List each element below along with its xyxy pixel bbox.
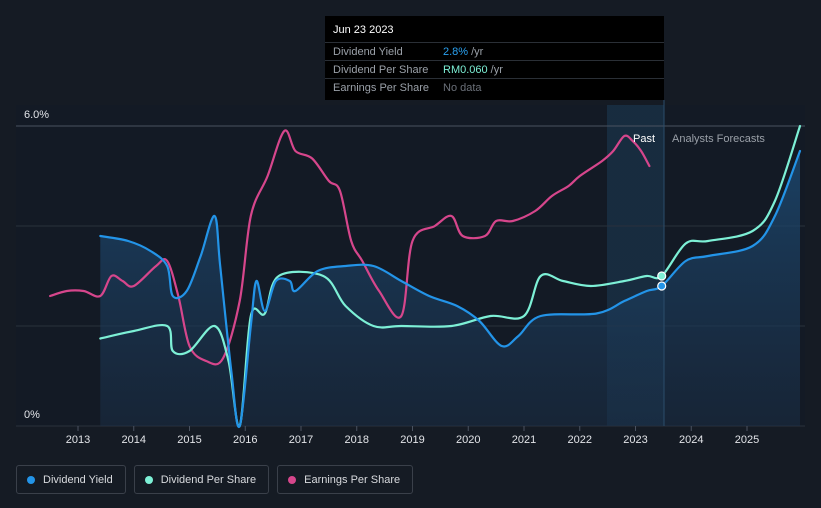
tooltip-label: Earnings Per Share	[333, 82, 429, 94]
tooltip-value-unit: /yr	[490, 64, 503, 76]
tooltip-value: 2.8%/yr	[443, 46, 483, 58]
dividend-per-share-marker	[657, 271, 667, 281]
x-axis: 2013 2014 2015 2016 2017 2018 2019 2020 2021 2022…	[66, 426, 759, 446]
past-label: Past	[633, 133, 655, 145]
x-tick-label: 2013	[66, 434, 90, 446]
tooltip-value-number: RM0.060	[443, 64, 488, 76]
dividend-yield-area	[100, 151, 801, 428]
x-tick-label: 2022	[568, 434, 592, 446]
dividend-yield-marker	[657, 281, 667, 291]
x-tick-label: 2023	[623, 434, 647, 446]
dividend-per-share-line	[99, 124, 802, 428]
x-tick-label: 2017	[289, 434, 313, 446]
earnings-per-share-dot-icon	[288, 475, 297, 484]
dividend-yield-area-fill	[100, 151, 801, 428]
earnings-per-share-line	[49, 129, 651, 366]
legend-label: Earnings Per Share	[304, 473, 401, 486]
dividend-per-share-dot-icon	[144, 475, 153, 484]
x-tick-label: 2025	[735, 434, 759, 446]
tooltip-value-number: No data	[443, 82, 482, 94]
y-tick-bottom: 0%	[24, 409, 40, 421]
tooltip-row-dividend-per-share: Dividend Per Share RM0.060/yr	[325, 60, 664, 79]
x-tick-label: 2018	[345, 434, 369, 446]
x-tick-label: 2024	[679, 434, 703, 446]
tooltip-value: RM0.060/yr	[443, 64, 503, 76]
tooltip-value-number: 2.8%	[443, 46, 469, 58]
x-tick-label: 2015	[177, 434, 201, 446]
tooltip-label: Dividend Per Share	[333, 64, 429, 76]
x-tick-label: 2019	[400, 434, 424, 446]
x-tick-label: 2021	[512, 434, 536, 446]
series-lines	[49, 124, 802, 429]
x-tick-label: 2020	[456, 434, 480, 446]
tooltip-value-unit: /yr	[471, 46, 484, 58]
tooltip-markers	[657, 271, 667, 291]
dividend-yield-line	[99, 149, 802, 429]
y-tick-top: 6.0%	[24, 109, 49, 121]
tooltip-date: Jun 23 2023	[333, 24, 394, 36]
legend: Dividend Yield Dividend Per Share Earnin…	[16, 465, 414, 494]
legend-dividend-per-share[interactable]: Dividend Per Share	[133, 465, 270, 494]
legend-label: Dividend Yield	[43, 473, 113, 486]
tooltip-row-dividend-yield: Dividend Yield 2.8%/yr	[325, 42, 664, 61]
x-tick-label: 2014	[122, 434, 146, 446]
legend-label: Dividend Per Share	[160, 473, 257, 486]
tooltip-value: No data	[443, 82, 482, 94]
x-tick-label: 2016	[233, 434, 257, 446]
legend-earnings-per-share[interactable]: Earnings Per Share	[277, 465, 414, 494]
forecast-label: Analysts Forecasts	[672, 133, 765, 145]
legend-dividend-yield[interactable]: Dividend Yield	[16, 465, 126, 494]
tooltip-row-earnings-per-share: Earnings Per Share No data	[325, 78, 664, 97]
tooltip-label: Dividend Yield	[333, 46, 403, 58]
dividend-yield-dot-icon	[27, 475, 35, 484]
tooltip-panel: Jun 23 2023 Dividend Yield 2.8%/yr Divid…	[325, 16, 664, 100]
